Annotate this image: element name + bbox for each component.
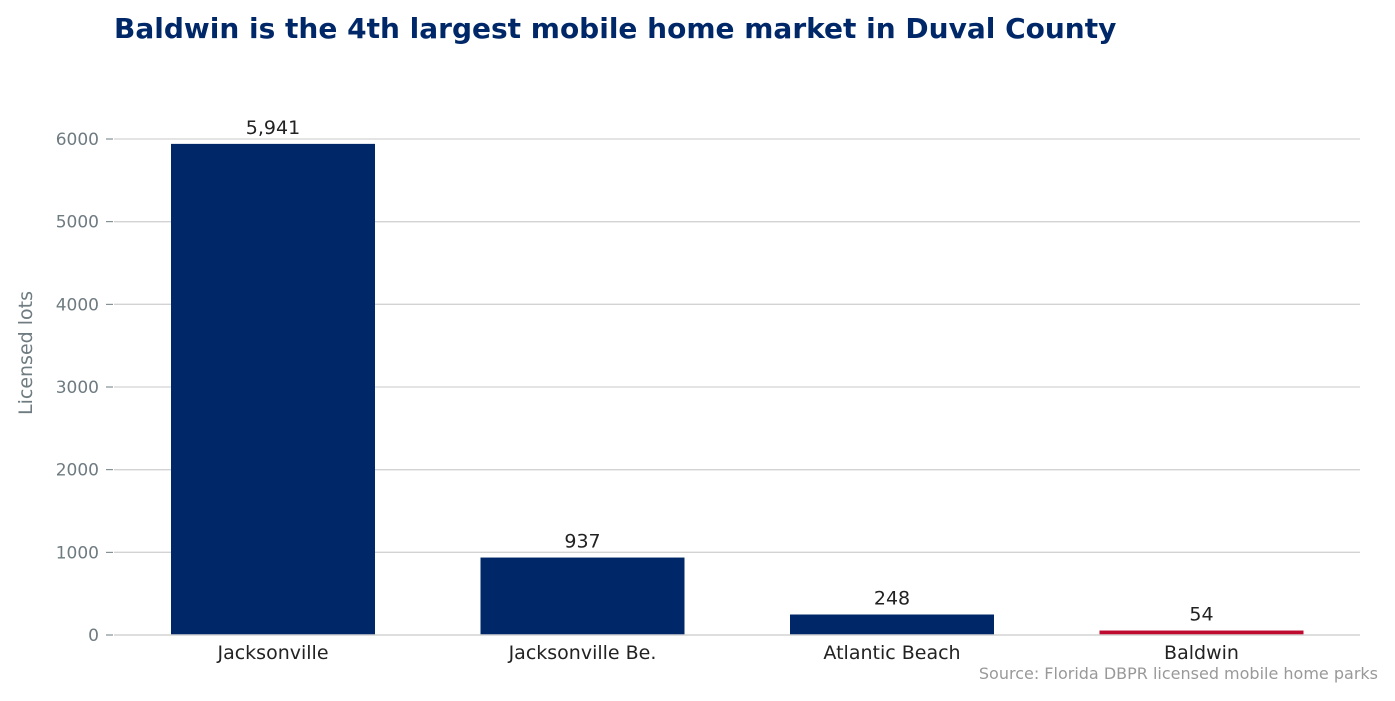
bar-atlantic-beach (790, 614, 994, 635)
bar-jacksonville (171, 143, 375, 636)
source-note: Source: Florida DBPR licensed mobile hom… (978, 664, 1378, 683)
data-labels: 5,941 937 248 54 (246, 117, 1214, 626)
y-tick-label: 0 (88, 626, 99, 646)
x-tick-label: Jacksonville Be. (508, 642, 657, 664)
y-tick-label: 6000 (56, 130, 99, 150)
y-tick-label: 3000 (56, 378, 99, 398)
bar-jacksonville-be (480, 557, 685, 635)
data-label: 54 (1189, 604, 1213, 626)
data-label: 5,941 (246, 117, 300, 139)
bar-baldwin (1099, 630, 1304, 635)
x-tick-label: Jacksonville (216, 642, 328, 664)
data-label: 937 (564, 531, 600, 553)
x-tick-label: Atlantic Beach (823, 642, 960, 664)
axes: 0 1000 2000 3000 4000 5000 6000 Jacksonville Jac… (56, 130, 1360, 664)
chart-title: Baldwin is the 4th largest mobile home m… (114, 12, 1117, 45)
bars (171, 143, 1304, 636)
y-tick-label: 2000 (56, 461, 99, 481)
y-axis-label: Licensed lots (15, 291, 37, 415)
data-label: 248 (874, 587, 910, 609)
y-tick-label: 4000 (56, 295, 99, 315)
y-tick-label: 5000 (56, 213, 99, 233)
y-tick-label: 1000 (56, 543, 99, 563)
x-tick-label: Baldwin (1164, 642, 1239, 664)
